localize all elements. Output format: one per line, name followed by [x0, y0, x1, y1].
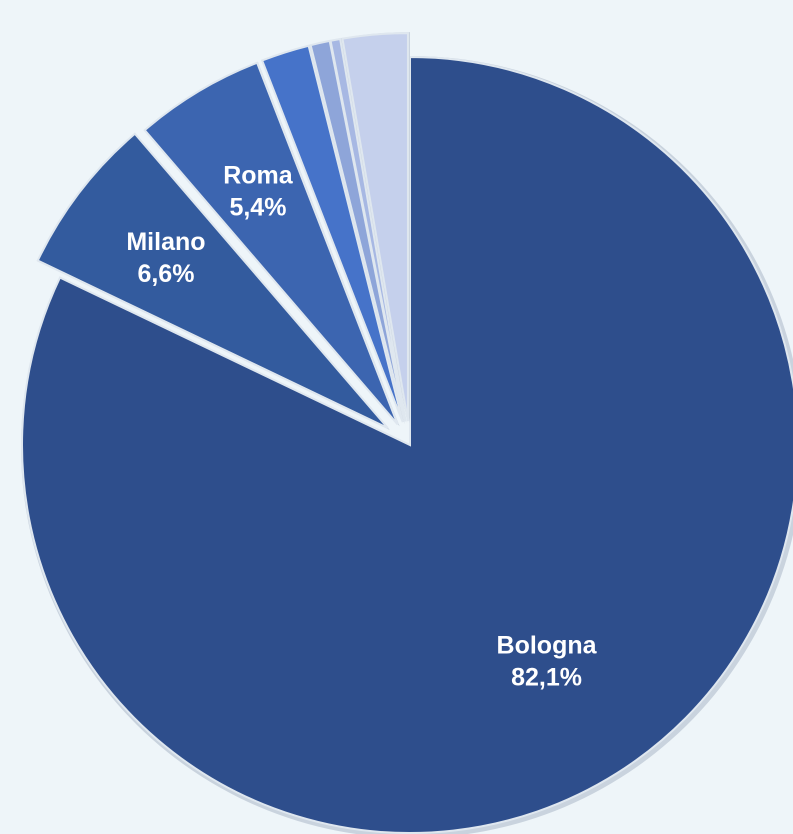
- pie-slice-other-3: [260, 44, 404, 423]
- slice-label-pct-1: 6,6%: [137, 260, 194, 288]
- pie-slice-milano: [36, 132, 389, 429]
- pie-slice-roma: [143, 61, 399, 426]
- slice-label-pct-2: 5,4%: [229, 194, 286, 222]
- slice-label-name-2: Roma: [223, 162, 294, 190]
- slice-label-pct-0: 82,1%: [511, 664, 582, 692]
- pie-slices: [21, 32, 793, 834]
- pie-slice-bologna: [21, 55, 793, 834]
- slice-label-name-0: Bologna: [497, 632, 598, 660]
- pie-slice-other-5: [329, 37, 407, 422]
- pie-labels: Bologna 82,1% Milano 6,6% Roma 5,4%: [126, 162, 597, 692]
- slice-label-name-1: Milano: [126, 228, 205, 256]
- pie-slice-other-6: [341, 32, 409, 422]
